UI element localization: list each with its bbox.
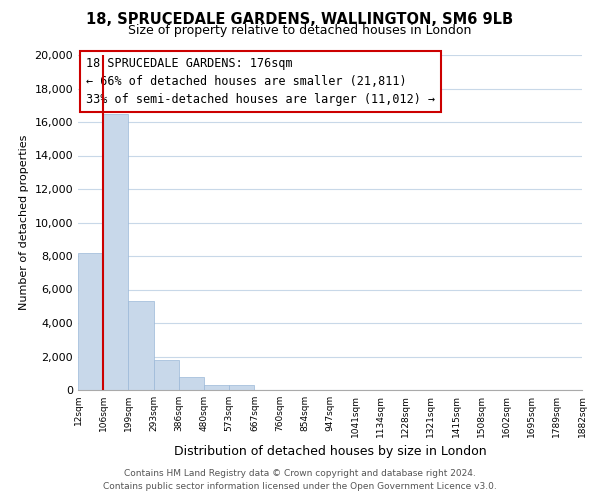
Bar xyxy=(154,360,179,390)
Bar xyxy=(204,386,229,390)
Text: 18 SPRUCEDALE GARDENS: 176sqm
← 66% of detached houses are smaller (21,811)
33% : 18 SPRUCEDALE GARDENS: 176sqm ← 66% of d… xyxy=(86,56,434,106)
X-axis label: Distribution of detached houses by size in London: Distribution of detached houses by size … xyxy=(173,446,487,458)
Bar xyxy=(103,114,128,390)
Bar xyxy=(78,252,103,390)
Text: Size of property relative to detached houses in London: Size of property relative to detached ho… xyxy=(128,24,472,37)
Bar xyxy=(179,378,204,390)
Bar xyxy=(128,301,154,390)
Bar xyxy=(229,386,254,390)
Y-axis label: Number of detached properties: Number of detached properties xyxy=(19,135,29,310)
Text: Contains HM Land Registry data © Crown copyright and database right 2024.
Contai: Contains HM Land Registry data © Crown c… xyxy=(103,470,497,491)
Text: 18, SPRUCEDALE GARDENS, WALLINGTON, SM6 9LB: 18, SPRUCEDALE GARDENS, WALLINGTON, SM6 … xyxy=(86,12,514,28)
